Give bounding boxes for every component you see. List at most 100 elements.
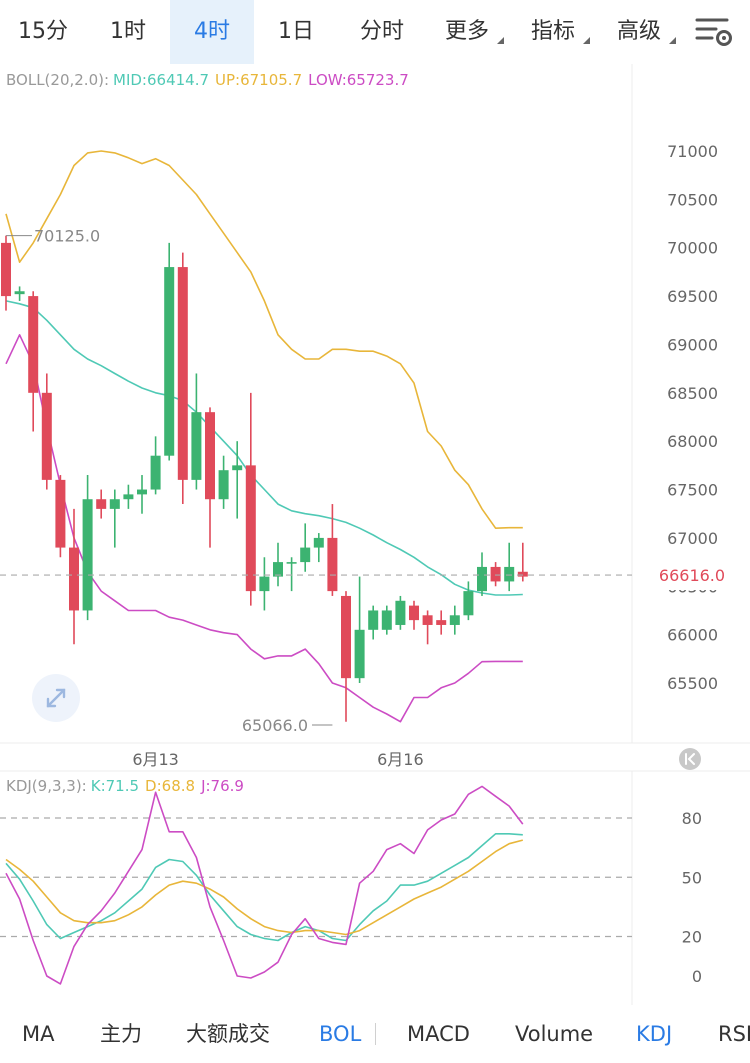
kdj-indicator-label: KDJ(9,3,3): (6, 777, 87, 795)
indicator-tab-boll[interactable]: BOL (319, 1022, 362, 1046)
kdj-d-label: D:68.8 (145, 777, 195, 795)
boll-header: BOLL(20,2.0): MID:66414.7 UP:67105.7 LOW:65… (6, 71, 409, 89)
timeframe-bar: 15分 1时 4时 1日 分时 更多 指标 高级 (0, 0, 750, 64)
candle (477, 552, 487, 596)
price-tick-label: 65500 (667, 674, 718, 693)
boll-mid-line (5, 300, 523, 596)
candle (177, 252, 188, 505)
candle (381, 605, 392, 635)
boll-upper-line (5, 150, 523, 530)
last-price-badge (636, 560, 748, 591)
expand-icon (46, 688, 66, 708)
tab-indicators[interactable]: 指标 (530, 19, 575, 44)
candle (218, 455, 229, 509)
expand-button[interactable] (32, 674, 80, 722)
kdj-j-line (5, 785, 524, 985)
indicator-tab-kdj[interactable]: KDJ (636, 1022, 673, 1046)
boll-up-label: UP:67105.7 (215, 71, 302, 89)
chart-area[interactable]: 71000 70500 70000 69500 69000 68500 68000 67500… (0, 64, 750, 1005)
candle (409, 600, 419, 630)
date-tick-label: 6月16 (377, 750, 424, 769)
candle (1, 235, 11, 311)
indicators-dropdown-icon (583, 37, 590, 44)
candle (123, 484, 134, 509)
candle (313, 533, 324, 563)
tab-15min[interactable]: 15分 (18, 19, 68, 44)
chart-settings-icon[interactable] (694, 14, 734, 50)
boll-indicator-label: BOLL(20,2.0): (6, 71, 109, 89)
candle (504, 542, 515, 592)
indicator-tab-rsi[interactable]: RSI (718, 1022, 750, 1046)
tab-timeshare[interactable]: 分时 (359, 19, 404, 44)
candle (14, 286, 25, 301)
candle (150, 436, 161, 495)
price-tick-label: 71000 (667, 142, 718, 161)
price-tick-label: 70500 (667, 190, 718, 209)
candle (490, 562, 501, 587)
price-tick-label: 67500 (667, 481, 718, 500)
indicator-tab-main-force[interactable]: 主力 (100, 1022, 142, 1046)
candle (273, 542, 283, 587)
kdj-header: KDJ(9,3,3): K:71.5 D:68.8 J:76.9 (6, 777, 244, 795)
tab-advanced[interactable]: 高级 (616, 19, 661, 44)
kdj-k-line (5, 832, 523, 942)
skip-left-button[interactable] (679, 748, 701, 770)
indicator-tab-ma[interactable]: MA (22, 1022, 55, 1046)
candle (96, 489, 107, 519)
candle (69, 508, 79, 645)
price-tick-label: 69500 (667, 287, 718, 306)
price-gridlines: 71000 70500 70000 69500 69000 68500 68000 67500… (667, 142, 718, 693)
skip-left-icon (685, 753, 695, 765)
price-tick-label: 69000 (667, 335, 718, 354)
candle (164, 242, 175, 461)
tab-1h[interactable]: 1时 (110, 19, 146, 44)
candle (300, 523, 311, 572)
kdj-tick-label: 80 (682, 809, 702, 828)
date-tick-label: 6月13 (132, 750, 179, 769)
price-tick-label: 66000 (667, 626, 718, 645)
candle (82, 475, 93, 621)
candle (232, 441, 243, 519)
kdj-k-label: K:71.5 (91, 777, 139, 795)
candle (137, 475, 147, 514)
high-annotation-label: 70125.0 (34, 227, 100, 246)
candlesticks (1, 235, 528, 722)
kdj-d-line (5, 839, 524, 936)
tab-1d[interactable]: 1日 (278, 19, 314, 44)
candle (327, 504, 338, 596)
candle (422, 610, 433, 645)
candle (259, 557, 270, 611)
boll-low-label: LOW:65723.7 (308, 71, 409, 89)
indicator-tab-volume[interactable]: Volume (515, 1022, 594, 1046)
price-tick-label: 67000 (667, 529, 718, 548)
candle (395, 595, 406, 630)
tab-4h[interactable]: 4时 (170, 0, 254, 64)
more-dropdown-icon (497, 37, 504, 44)
candle (463, 581, 474, 621)
low-annotation-label: 65066.0 (242, 716, 308, 735)
candle (245, 392, 256, 606)
candle (368, 605, 379, 640)
candle (191, 373, 202, 490)
candle (41, 373, 52, 490)
advanced-dropdown-icon (669, 37, 676, 44)
candle (286, 557, 297, 592)
tab-more[interactable]: 更多 (444, 19, 489, 44)
kdj-tick-label: 0 (692, 967, 702, 986)
kdj-tick-label: 20 (682, 928, 702, 947)
indicator-tab-large-trades[interactable]: 大额成交 (186, 1022, 270, 1046)
indicator-tab-macd[interactable]: MACD (407, 1022, 470, 1046)
candle (354, 576, 365, 683)
candle (55, 475, 66, 558)
last-price-label: 66616.0 (659, 566, 725, 585)
boll-mid-label: MID:66414.7 (113, 71, 209, 89)
kdj-gridlines: 80 50 20 0 (0, 809, 702, 986)
kdj-j-label: J:76.9 (200, 777, 244, 795)
price-tick-label: 68500 (667, 384, 718, 403)
kdj-lines (5, 785, 524, 985)
candle (109, 489, 120, 548)
date-tick-labels: 6月13 6月16 (132, 750, 423, 769)
candle (436, 610, 447, 635)
candle (28, 291, 39, 432)
candle (449, 605, 460, 635)
